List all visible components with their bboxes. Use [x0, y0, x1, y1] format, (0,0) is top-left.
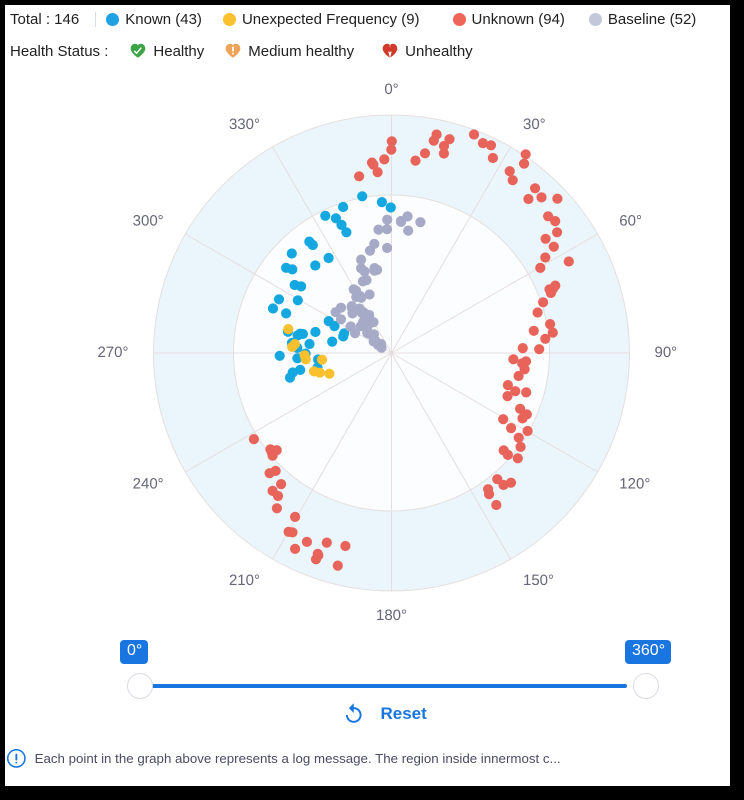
svg-text:210°: 210° — [229, 572, 260, 589]
svg-text:270°: 270° — [97, 344, 128, 361]
svg-text:0°: 0° — [384, 81, 398, 98]
svg-text:150°: 150° — [523, 572, 554, 589]
svg-text:330°: 330° — [229, 116, 260, 133]
svg-text:90°: 90° — [655, 344, 678, 361]
svg-text:120°: 120° — [619, 475, 650, 492]
svg-text:240°: 240° — [133, 475, 164, 492]
svg-text:180°: 180° — [376, 607, 407, 624]
svg-text:60°: 60° — [619, 212, 642, 229]
svg-text:300°: 300° — [133, 212, 164, 229]
svg-text:30°: 30° — [523, 116, 546, 133]
